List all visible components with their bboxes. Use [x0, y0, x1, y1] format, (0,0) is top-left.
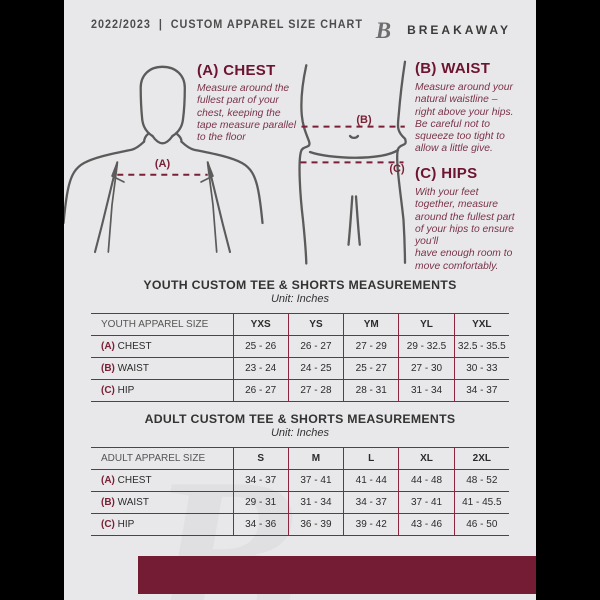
svg-text:(C): (C) — [389, 163, 405, 175]
svg-text:(B): (B) — [356, 114, 372, 126]
svg-text:(A): (A) — [155, 158, 171, 170]
